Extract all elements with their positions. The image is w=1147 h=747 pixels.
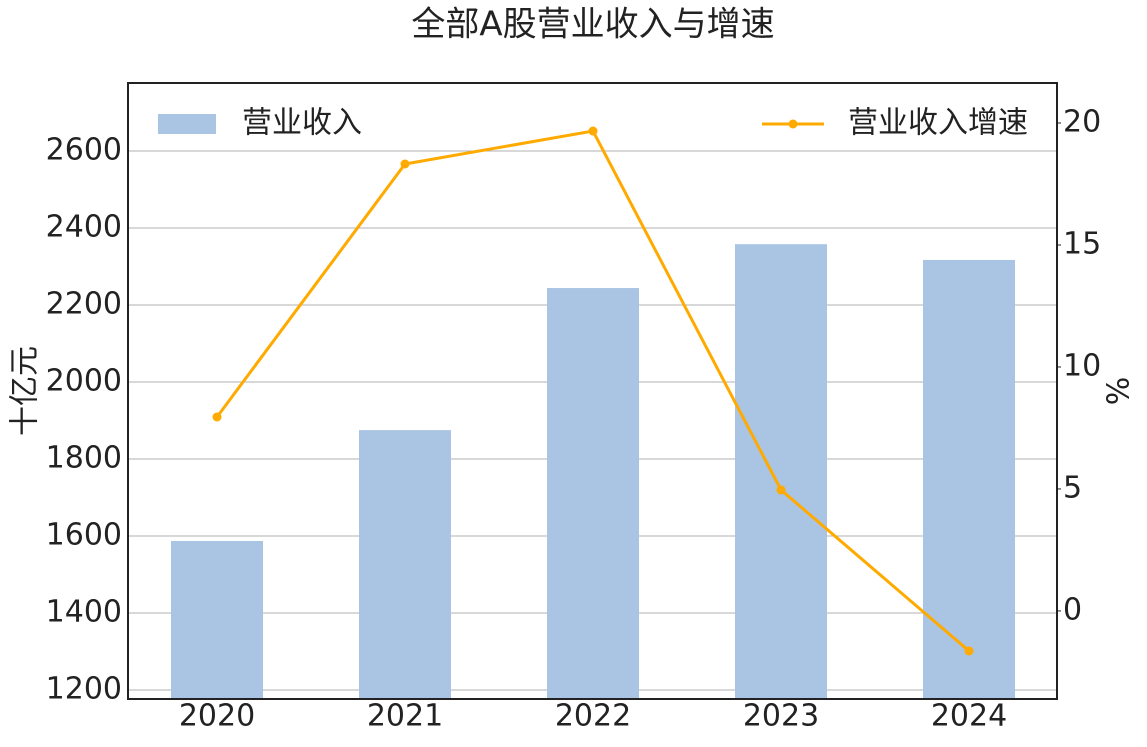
y-tick-label: 2600	[46, 132, 122, 167]
y-tick-label: 2000	[46, 363, 122, 398]
y-tick-label: 1600	[46, 517, 122, 552]
x-tick-label: 2023	[743, 699, 819, 734]
point	[776, 485, 786, 495]
y-tick-label: 2200	[46, 286, 122, 321]
y2-tick-label: 0	[1063, 592, 1082, 627]
y-tick-label: 2400	[46, 209, 122, 244]
y2-axis-label: %	[1102, 377, 1137, 406]
bar	[359, 430, 451, 699]
bar	[547, 288, 639, 699]
point	[212, 412, 222, 422]
point	[964, 646, 974, 656]
x-tick-label: 2021	[367, 699, 443, 734]
bar	[735, 244, 827, 699]
y-tick-label: 1400	[46, 594, 122, 629]
x-tick-label: 2022	[555, 699, 631, 734]
y-axis-label: 十亿元	[8, 346, 43, 436]
bar	[171, 540, 263, 699]
plot-frame	[127, 82, 1058, 700]
y2-tick-label: 20	[1063, 105, 1101, 140]
legend-marker	[788, 119, 798, 129]
y2-tick-label: 15	[1063, 226, 1101, 261]
y-tick-label: 1800	[46, 440, 122, 475]
point	[588, 126, 598, 136]
bar	[923, 259, 1015, 699]
legend-label: 营业收入增速	[848, 106, 1028, 141]
x-tick-label: 2020	[179, 699, 255, 734]
legend-swatch	[158, 114, 216, 134]
y2-tick-label: 5	[1063, 470, 1082, 505]
legend-label: 营业收入	[242, 106, 362, 141]
x-tick-label: 2024	[931, 699, 1007, 734]
y-tick-label: 1200	[46, 671, 122, 706]
chart-title: 全部A股营业收入与增速	[411, 5, 774, 45]
y2-tick-label: 10	[1063, 348, 1101, 383]
point	[400, 159, 410, 169]
